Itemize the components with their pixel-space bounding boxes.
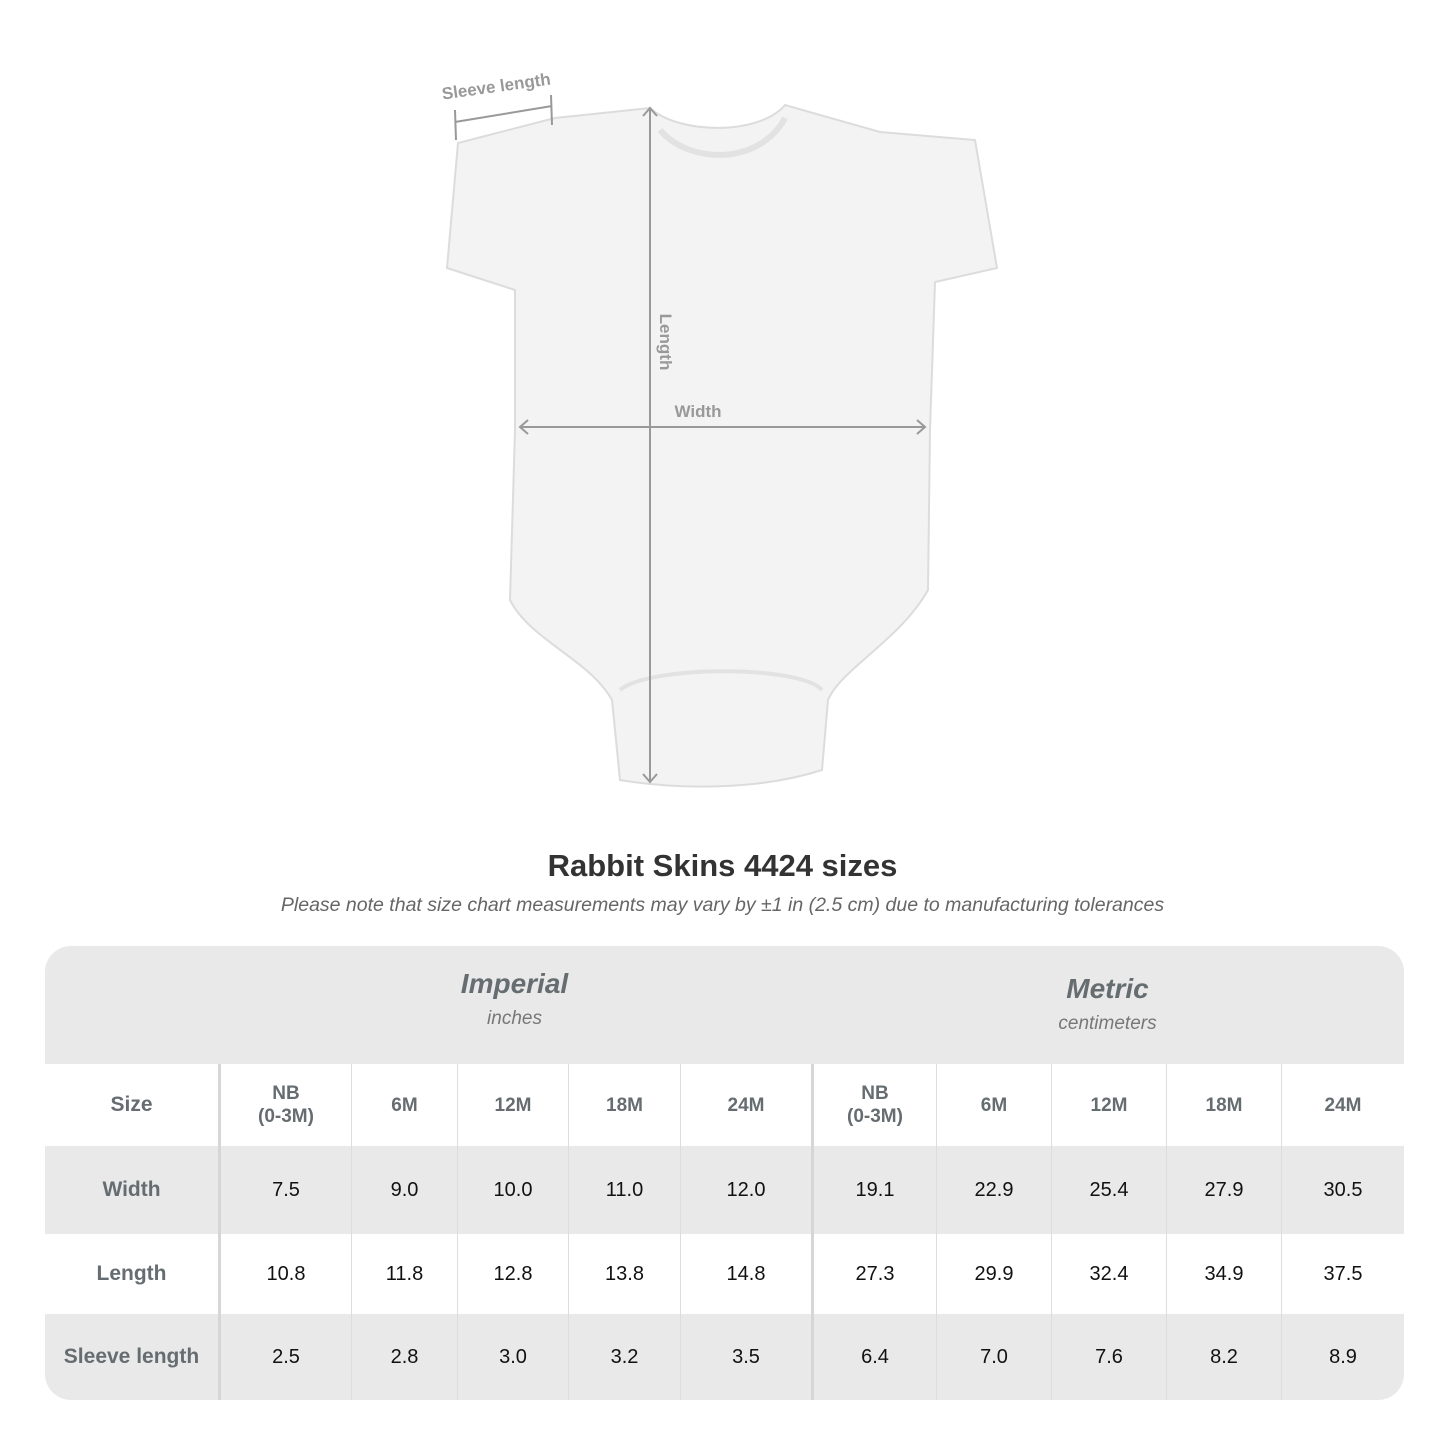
measurement-label: Sleeve length [63, 1345, 200, 1368]
width-label: Width [674, 402, 721, 421]
measurement-value: 2.8 [351, 1314, 457, 1400]
measurement-value: 7.6 [1051, 1314, 1166, 1400]
imperial-header: Imperial inches [218, 968, 811, 1030]
table-row: Length 10.8 11.8 12.8 13.8 14.8 27.3 29.9 32.4 34… [45, 1234, 1404, 1314]
size-header-row: Size NB (0-3M) 6M 12M 18M 24M NB (0-3M) 6M 12M 18M 2… [45, 1064, 1404, 1146]
measurement-label: Width [102, 1178, 161, 1201]
measurement-value: 3.2 [568, 1314, 680, 1400]
table-row: Sleeve length 2.5 2.8 3.0 3.2 3.5 6.4 7.0 7.6 8.2… [45, 1314, 1404, 1400]
measurement-value: 12.8 [457, 1234, 568, 1314]
size-label: Size [110, 1093, 153, 1116]
measurement-value: 19.1 [811, 1146, 936, 1234]
measurement-value: 22.9 [936, 1146, 1051, 1234]
measurement-value: 9.0 [351, 1146, 457, 1234]
measurement-label: Length [96, 1262, 167, 1285]
measurement-value: 3.0 [457, 1314, 568, 1400]
measurement-value: 3.5 [680, 1314, 811, 1400]
measure-lines [454, 94, 927, 784]
bodysuit-image [445, 103, 999, 788]
size-column-header: 12M [457, 1064, 568, 1146]
measurement-value: 8.9 [1281, 1314, 1404, 1400]
page-title: Rabbit Skins 4424 sizes [547, 848, 898, 883]
size-column-header: 18M [1166, 1064, 1281, 1146]
measurement-value: 37.5 [1281, 1234, 1404, 1314]
length-label: Length [656, 314, 675, 371]
size-column-header: NB (0-3M) [811, 1064, 936, 1146]
sleeve-length-label: Sleeve length [441, 70, 552, 104]
size-column-header: 18M [568, 1064, 680, 1146]
metric-header: Metric centimeters [811, 973, 1404, 1035]
measurement-value: 34.9 [1166, 1234, 1281, 1314]
measurement-value: 11.0 [568, 1146, 680, 1234]
size-table: Imperial inches Metric centimeters Size N… [45, 946, 1404, 1400]
measurement-value: 7.0 [936, 1314, 1051, 1400]
table-row: Width 7.5 9.0 10.0 11.0 12.0 19.1 22.9 25.4 27.9 3… [45, 1146, 1404, 1234]
size-column-header: 12M [1051, 1064, 1166, 1146]
measurement-value: 7.5 [218, 1146, 351, 1234]
measurement-value: 25.4 [1051, 1146, 1166, 1234]
neckline [657, 116, 788, 158]
measurement-value: 32.4 [1051, 1234, 1166, 1314]
size-column-header: 24M [680, 1064, 811, 1146]
measurement-value: 27.3 [811, 1234, 936, 1314]
measurement-value: 6.4 [811, 1314, 936, 1400]
measurement-value: 27.9 [1166, 1146, 1281, 1234]
measurement-value: 12.0 [680, 1146, 811, 1234]
tolerance-note: Please note that size chart measurements… [280, 894, 1165, 916]
imperial-title: Imperial [460, 968, 569, 999]
measurement-value: 13.8 [568, 1234, 680, 1314]
measurement-value: 29.9 [936, 1234, 1051, 1314]
unit-header: Imperial inches Metric centimeters [45, 946, 1404, 1064]
size-column-header: 6M [351, 1064, 457, 1146]
sleeve-arrow [454, 105, 553, 123]
bodysuit-diagram: Sleeve length Length Width [441, 70, 999, 788]
size-column-header: 24M [1281, 1064, 1404, 1146]
metric-title: Metric [1066, 973, 1149, 1004]
snap-flap [618, 669, 824, 692]
size-column-header: 6M [936, 1064, 1051, 1146]
size-column-header: NB (0-3M) [218, 1064, 351, 1146]
metric-unit: centimeters [1058, 1013, 1157, 1034]
measurement-value: 11.8 [351, 1234, 457, 1314]
imperial-unit: inches [487, 1008, 542, 1029]
measurement-value: 10.0 [457, 1146, 568, 1234]
measurement-value: 30.5 [1281, 1146, 1404, 1234]
measurement-value: 14.8 [680, 1234, 811, 1314]
measurement-value: 10.8 [218, 1234, 351, 1314]
measurement-value: 8.2 [1166, 1314, 1281, 1400]
measurement-value: 2.5 [218, 1314, 351, 1400]
